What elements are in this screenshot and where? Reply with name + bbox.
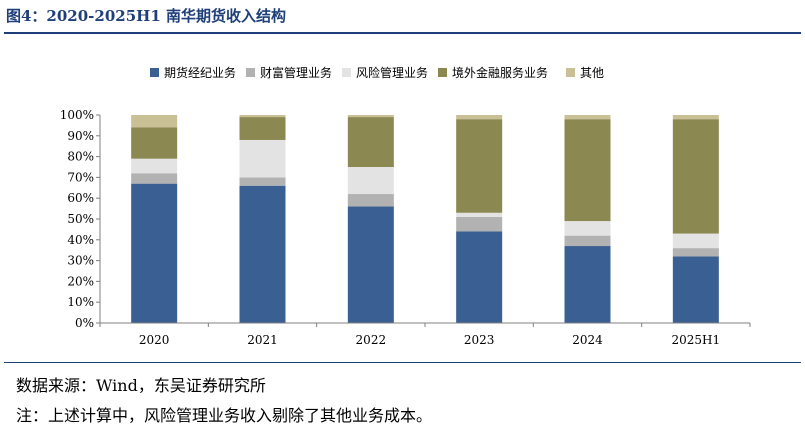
bar-segment bbox=[131, 183, 178, 323]
legend: 期货经纪业务 财富管理业务 风险管理业务 境外金融服务业务 其他 bbox=[150, 65, 604, 80]
x-tick-label: 2021 bbox=[247, 333, 278, 347]
bar-segment bbox=[564, 246, 611, 323]
title-divider bbox=[4, 32, 801, 34]
bar-segment bbox=[131, 158, 178, 174]
legend-label: 境外金融服务业务 bbox=[452, 65, 548, 80]
bar-segment bbox=[347, 194, 394, 207]
y-tick-label: 80% bbox=[67, 150, 94, 164]
bar-segment bbox=[239, 115, 286, 118]
bar-segment bbox=[672, 119, 719, 234]
x-tick-label: 2020 bbox=[139, 333, 170, 347]
bar-segment bbox=[456, 115, 503, 120]
bar-segment bbox=[564, 221, 611, 236]
x-tick-label: 2023 bbox=[464, 333, 495, 347]
y-tick-label: 10% bbox=[67, 295, 94, 309]
footnote: 注：上述计算中，风险管理业务收入剔除了其他业务成本。 bbox=[16, 406, 433, 425]
bar-segment bbox=[564, 115, 611, 120]
bar-segment bbox=[672, 233, 719, 249]
bar-segment bbox=[456, 119, 503, 213]
bar-segment bbox=[672, 115, 719, 120]
bar-segment bbox=[456, 216, 503, 232]
bottom-divider bbox=[4, 362, 801, 363]
bar-segment bbox=[131, 173, 178, 184]
bars bbox=[131, 115, 719, 323]
legend-label: 财富管理业务 bbox=[260, 65, 332, 80]
bar-segment bbox=[456, 212, 503, 217]
bar-segment bbox=[347, 206, 394, 323]
bar-segment bbox=[239, 139, 286, 178]
source-note: 数据来源：Wind，东吴证券研究所 bbox=[16, 376, 266, 395]
legend-swatch bbox=[342, 68, 351, 77]
bar-segment bbox=[347, 167, 394, 195]
legend-label: 期货经纪业务 bbox=[164, 65, 236, 80]
chart-title: 图4：2020-2025H1 南华期货收入结构 bbox=[6, 7, 286, 25]
y-tick-label: 40% bbox=[67, 233, 94, 247]
y-tick-label: 30% bbox=[67, 254, 94, 268]
bar-segment bbox=[239, 177, 286, 186]
x-tick-label: 2024 bbox=[572, 333, 603, 347]
bar-segment bbox=[672, 248, 719, 257]
bar-segment bbox=[131, 115, 178, 128]
y-tick-label: 100% bbox=[60, 108, 94, 122]
y-tick-label: 20% bbox=[67, 274, 94, 288]
stacked-bar-chart: 期货经纪业务 财富管理业务 风险管理业务 境外金融服务业务 其他 0% 10% 20% 30%… bbox=[60, 65, 751, 347]
y-tick-label: 0% bbox=[75, 316, 94, 330]
x-axis: 2020 2021 2022 2023 2024 2025H1 bbox=[99, 322, 751, 347]
bar-segment bbox=[347, 115, 394, 118]
legend-label: 风险管理业务 bbox=[356, 65, 428, 80]
y-axis: 0% 10% 20% 30% 40% 50% 60% 70% 80% 90% 100% bbox=[60, 108, 101, 330]
bar-segment bbox=[564, 235, 611, 247]
y-tick-label: 60% bbox=[67, 191, 94, 205]
bar-segment bbox=[564, 119, 611, 222]
y-tick-label: 90% bbox=[67, 129, 94, 143]
legend-swatch bbox=[246, 68, 255, 77]
bar-segment bbox=[456, 231, 503, 323]
legend-label: 其他 bbox=[580, 66, 604, 80]
legend-swatch bbox=[150, 68, 159, 77]
x-tick-label: 2022 bbox=[356, 333, 387, 347]
y-tick-label: 50% bbox=[67, 212, 94, 226]
legend-swatch bbox=[566, 68, 575, 77]
bar-segment bbox=[131, 127, 178, 159]
bar-segment bbox=[239, 117, 286, 140]
bar-segment bbox=[672, 256, 719, 323]
x-tick-label: 2025H1 bbox=[672, 333, 721, 347]
legend-swatch bbox=[438, 68, 447, 77]
bar-segment bbox=[347, 117, 394, 167]
y-tick-label: 70% bbox=[67, 170, 94, 184]
bar-segment bbox=[239, 185, 286, 323]
